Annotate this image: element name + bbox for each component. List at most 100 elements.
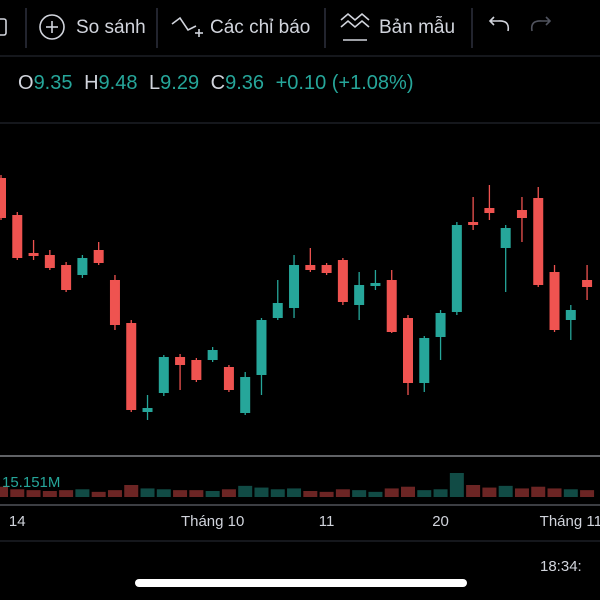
volume-bar — [547, 488, 562, 497]
candle-body — [500, 228, 511, 248]
candle-body — [516, 210, 527, 218]
volume-bar — [59, 490, 74, 497]
candle-body — [321, 265, 332, 273]
candle-body — [109, 280, 120, 325]
redo-button[interactable] — [530, 16, 552, 32]
legend-value: 9.36 — [225, 72, 264, 94]
candle-body — [386, 280, 397, 332]
compare-icon[interactable] — [39, 14, 65, 40]
candle-body — [435, 313, 446, 337]
compare-button[interactable]: So sánh — [76, 17, 146, 38]
volume-bar — [563, 489, 578, 497]
candle-body — [223, 367, 234, 390]
volume-bar — [26, 490, 41, 497]
legend-value: 9.48 — [99, 72, 138, 94]
volume-bar — [433, 489, 448, 497]
candle-body — [0, 178, 6, 218]
candle-body — [175, 357, 186, 365]
volume-bar — [368, 491, 383, 497]
candle-body — [305, 265, 316, 270]
candle-body — [533, 198, 544, 285]
volume-bar — [156, 489, 171, 497]
candle-body — [419, 338, 430, 383]
volume-bar — [140, 488, 155, 497]
candle-body — [256, 320, 267, 375]
volume-bar — [221, 489, 236, 497]
ohlc-legend: O9.35 H9.48 L9.29 C9.36 +0.10 (+1.08%) — [18, 72, 413, 94]
volume-bar — [205, 491, 220, 497]
volume-bar — [482, 487, 497, 497]
x-tick-label: 20 — [432, 513, 449, 530]
candle-body — [93, 250, 104, 263]
candle-body — [158, 357, 169, 393]
candle-body — [468, 222, 479, 225]
candle-body — [77, 258, 88, 275]
legend-label: C — [211, 72, 225, 94]
x-tick-label: 11 — [319, 513, 335, 530]
candle-body — [403, 318, 413, 383]
candle-body — [44, 255, 55, 268]
indicators-icon[interactable] — [171, 16, 197, 32]
volume-bar — [0, 486, 8, 497]
candle-body — [549, 272, 560, 330]
candle-body — [12, 215, 23, 258]
legend-change-pct: (+1.08%) — [332, 72, 414, 94]
volume-bar — [466, 485, 481, 497]
volume-bar — [384, 488, 399, 497]
volume-bar — [514, 488, 529, 497]
candle-body — [484, 208, 495, 213]
legend-value: 9.29 — [160, 72, 199, 94]
candle-body — [191, 360, 202, 380]
candle-body — [370, 283, 381, 286]
toolbar-icon[interactable] — [0, 18, 7, 36]
volume-bar — [107, 490, 122, 497]
volume-bar — [449, 473, 464, 497]
volume-bar — [42, 491, 57, 497]
volume-bar — [303, 491, 318, 497]
indicators-button[interactable]: Các chỉ báo — [210, 17, 310, 38]
legend-label: O — [18, 72, 34, 94]
x-tick-label: Tháng 11 — [540, 513, 600, 530]
x-tick-label: Tháng 10 — [181, 513, 244, 530]
candle-body — [565, 310, 576, 320]
candle-body — [582, 280, 593, 287]
volume-bar — [287, 488, 302, 497]
candle-body — [126, 323, 137, 410]
candle-body — [272, 303, 283, 318]
volume-bar — [531, 486, 546, 497]
x-tick-label: 14 — [9, 513, 26, 530]
volume-label: 15.151M — [2, 474, 60, 491]
clock: 18:34: — [540, 558, 582, 575]
legend-change: +0.10 — [276, 72, 327, 94]
candle-body — [289, 265, 300, 308]
undo-button[interactable] — [488, 16, 510, 32]
volume-bar — [498, 485, 513, 497]
candle-body — [337, 260, 348, 302]
volume-bar — [173, 490, 188, 497]
volume-bar — [10, 489, 25, 497]
templates-icon[interactable] — [340, 12, 370, 22]
templates-button[interactable]: Bản mẫu — [379, 16, 455, 38]
legend-label: L — [149, 72, 160, 94]
volume-bar — [124, 485, 139, 497]
volume-bar — [335, 489, 350, 497]
volume-bar — [580, 490, 595, 497]
candle-body — [61, 265, 72, 290]
candle-body — [142, 408, 153, 412]
volume-bar — [417, 490, 432, 497]
candle-body — [207, 350, 218, 360]
candle-body — [451, 225, 462, 312]
volume-bar — [189, 490, 204, 497]
candle-body — [28, 253, 39, 256]
legend-label: H — [84, 72, 98, 94]
templates-icon — [340, 19, 370, 29]
volume-bar — [238, 485, 253, 497]
volume-bar — [270, 489, 285, 497]
volume-bar — [352, 490, 367, 497]
home-indicator[interactable] — [135, 579, 467, 587]
volume-bar — [401, 486, 415, 497]
volume-bar — [319, 491, 334, 497]
candle-body — [240, 377, 251, 413]
